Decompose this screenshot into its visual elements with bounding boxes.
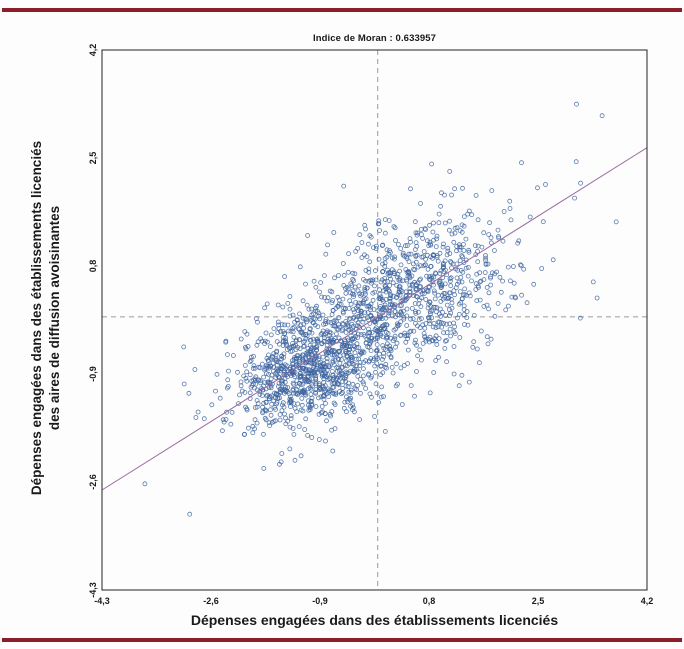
- y-tick-label: -0,9: [88, 366, 98, 382]
- regression-line: [101, 147, 648, 491]
- x-axis-title: Dépenses engagées dans des établissement…: [190, 612, 559, 628]
- y-axis-title-line2: des aires de diffusion avoisinantes: [47, 205, 62, 431]
- y-axis-title-line1: Dépenses engagées dans des établissement…: [28, 140, 44, 496]
- plot-frame: [101, 49, 648, 591]
- x-tick-label: 0,8: [423, 596, 436, 606]
- x-tick-label: 2,5: [532, 596, 545, 606]
- bottom-rule: [2, 638, 682, 642]
- y-tick-label: 4,2: [88, 44, 98, 57]
- y-tick-label: -4,3: [88, 582, 98, 598]
- x-tick-label: -4,3: [94, 596, 110, 606]
- y-tick-label: 0,8: [88, 260, 98, 273]
- x-tick-label: -0,9: [312, 596, 328, 606]
- chart-title: Indice de Moran : 0.633957: [313, 33, 436, 44]
- x-tick-label: -2,6: [203, 596, 219, 606]
- x-tick-label: 4,2: [641, 596, 654, 606]
- data-points: [142, 101, 619, 517]
- scatter-plot: -4,3 -2,6 -0,9 0,8 2,5 4,2 -4,3 -2,6 -0,9 0,8 2,5 4…: [88, 44, 654, 606]
- y-tick-label: 2,5: [88, 152, 98, 165]
- top-rule: [2, 8, 682, 12]
- y-axis-title: Dépenses engagées dans des établissement…: [28, 141, 64, 495]
- y-tick-label: -2,6: [88, 474, 98, 490]
